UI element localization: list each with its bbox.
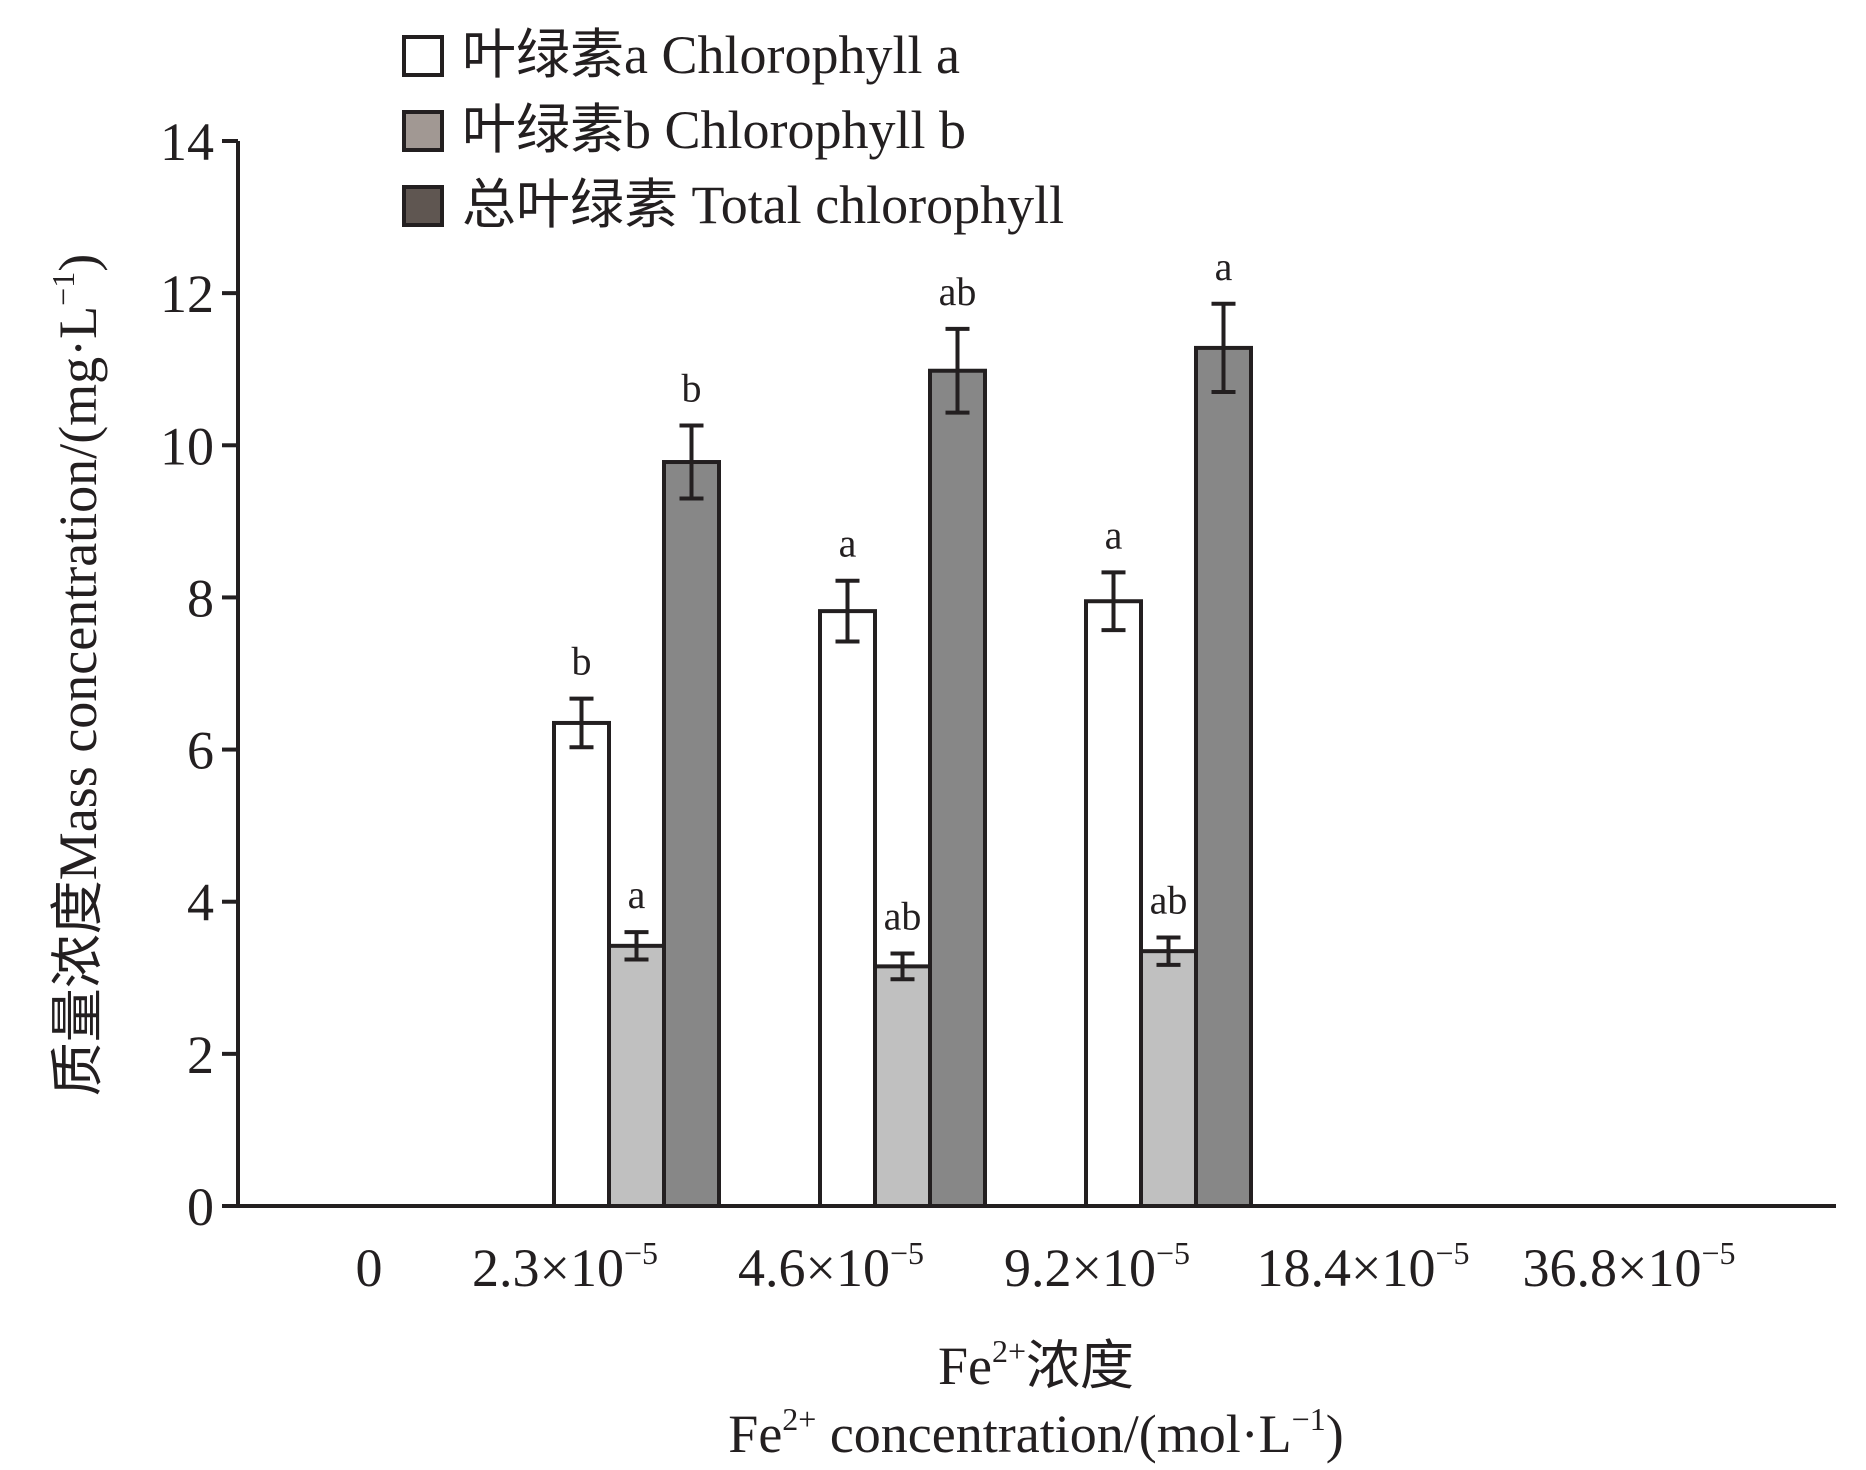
- y-axis-title: 质量浓度Mass concentration/(mg·L−1): [45, 254, 108, 1096]
- legend-swatch-1: [402, 110, 444, 152]
- legend-item-1: 叶绿素b Chlorophyll b: [402, 100, 966, 160]
- x-axis-title-line2-sup2: −1: [1292, 1401, 1326, 1437]
- x-axis-title-line2-sup: 2+: [782, 1401, 816, 1437]
- legend-label-0: 叶绿素a Chlorophyll a: [462, 25, 960, 85]
- x-tick-label-base-0: 0: [356, 1238, 383, 1298]
- x-tick-label-base-2: 4.6×10: [738, 1238, 890, 1298]
- x-tick-label-exponent-1: −5: [624, 1235, 658, 1271]
- x-axis-title-line1: Fe2+浓度: [938, 1333, 1134, 1396]
- significance-label-s2-c2: ab: [939, 269, 977, 314]
- bar-s2-c1: [662, 460, 721, 1208]
- x-tick-label-base-1: 2.3×10: [472, 1238, 624, 1298]
- bar-s1-c2: [873, 964, 932, 1208]
- y-tick-label-5: 10: [160, 416, 214, 476]
- y-axis-title-sup: −1: [45, 272, 81, 306]
- bar-s0-c2: [818, 609, 877, 1208]
- y-tick-label-6: 12: [160, 264, 214, 324]
- error-bar-s2-c1: [679, 423, 704, 501]
- significance-label-s2-c3: a: [1215, 244, 1233, 289]
- legend-label-1: 叶绿素b Chlorophyll b: [462, 100, 966, 160]
- error-bar-s2-c3: [1211, 301, 1236, 395]
- y-axis-title-end: ): [48, 254, 108, 272]
- x-tick-label-exponent-5: −5: [1701, 1235, 1735, 1271]
- x-tick-label-base-3: 9.2×10: [1004, 1238, 1156, 1298]
- error-bar-s0-c2: [835, 578, 860, 644]
- y-tick-label-1: 2: [187, 1025, 214, 1085]
- legend: 叶绿素a Chlorophyll a 叶绿素b Chlorophyll b 总叶绿素…: [402, 25, 1064, 235]
- legend-swatch-0: [402, 35, 444, 77]
- x-tick-label-0: 0: [356, 1238, 383, 1298]
- x-tick-label-exponent-2: −5: [890, 1235, 924, 1271]
- error-bar-s0-c3: [1101, 570, 1126, 633]
- significance-label-s1-c1: a: [628, 872, 646, 917]
- significance-label-s0-c2: a: [839, 521, 857, 566]
- x-axis-title-line2-end: ): [1326, 1404, 1344, 1464]
- x-tick-label-base-5: 36.8×10: [1522, 1238, 1701, 1298]
- x-axis-title-line1-sup: 2+: [992, 1333, 1026, 1369]
- x-axis-title-line1-prefix: Fe: [938, 1336, 992, 1396]
- bar-s2-c2: [928, 368, 987, 1208]
- legend-label-2: 总叶绿素 Total chlorophyll: [462, 175, 1064, 235]
- error-bar-s0-c1: [569, 696, 594, 750]
- error-bar-s2-c2: [945, 326, 970, 415]
- y-tick-label-3: 6: [187, 721, 214, 781]
- x-tick-label-3: 9.2×10−5: [1004, 1235, 1190, 1298]
- x-tick-label-exponent-4: −5: [1435, 1235, 1469, 1271]
- y-tick-label-2: 4: [187, 873, 214, 933]
- axes: [222, 139, 1836, 1208]
- y-axis-title-main: 质量浓度Mass concentration/(mg·L: [48, 306, 108, 1096]
- x-tick-label-5: 36.8×10−5: [1522, 1235, 1735, 1298]
- y-tick-label-7: 14: [160, 112, 214, 172]
- significance-label-s0-c1: b: [572, 639, 592, 684]
- x-axis-title-line2-mid: concentration/(mol·L: [816, 1404, 1291, 1464]
- bar-s0-c1: [552, 720, 611, 1208]
- error-bar-s1-c2: [890, 951, 915, 982]
- significance-label-s1-c3: ab: [1150, 877, 1188, 922]
- significance-label-s1-c2: ab: [884, 893, 922, 938]
- y-tick-label-4: 8: [187, 568, 214, 628]
- x-axis-title-line1-suffix: 浓度: [1026, 1336, 1134, 1396]
- legend-swatch-2: [402, 185, 444, 227]
- significance-label-s0-c3: a: [1105, 512, 1123, 557]
- x-tick-label-2: 4.6×10−5: [738, 1235, 924, 1298]
- y-tick-label-0: 0: [187, 1177, 214, 1237]
- bars: [552, 301, 1253, 1208]
- x-tick-label-exponent-3: −5: [1156, 1235, 1190, 1271]
- x-axis-title-line2: Fe2+ concentration/(mol·L−1): [728, 1401, 1343, 1464]
- legend-item-0: 叶绿素a Chlorophyll a: [402, 25, 960, 85]
- significance-label-s2-c1: b: [682, 366, 702, 411]
- x-tick-label-base-4: 18.4×10: [1256, 1238, 1435, 1298]
- bar-s1-c1: [607, 943, 666, 1208]
- error-bar-s1-c3: [1156, 935, 1181, 967]
- legend-item-2: 总叶绿素 Total chlorophyll: [402, 175, 1064, 235]
- x-tick-label-4: 18.4×10−5: [1256, 1235, 1469, 1298]
- error-bar-s1-c1: [624, 930, 649, 962]
- x-tick-label-1: 2.3×10−5: [472, 1235, 658, 1298]
- bar-s1-c3: [1139, 949, 1198, 1208]
- bar-s0-c3: [1084, 599, 1143, 1208]
- x-axis-title-line2-prefix: Fe: [728, 1404, 782, 1464]
- bar-s2-c3: [1194, 345, 1253, 1208]
